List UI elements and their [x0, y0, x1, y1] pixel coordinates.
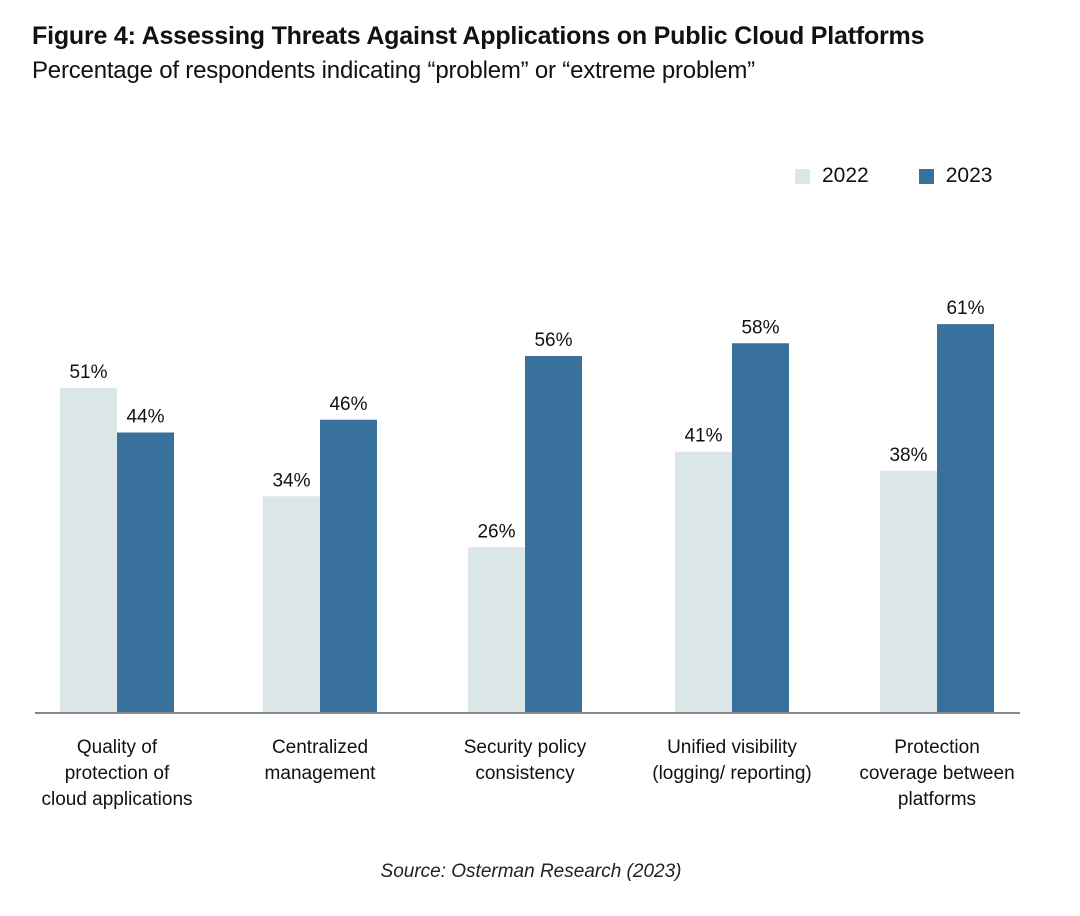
category-label-2-line-0: Security policy: [464, 737, 587, 758]
data-label-2023-3: 58%: [741, 317, 779, 338]
category-label-0-line-0: Quality of: [77, 737, 158, 758]
category-label-3-line-1: (logging/ reporting): [652, 763, 811, 784]
legend-label-2022: 2022: [822, 164, 869, 187]
data-label-2022-0: 51%: [69, 362, 107, 383]
legend-item-2023: 2023: [918, 164, 993, 188]
data-label-2022-3: 41%: [684, 426, 722, 447]
legend: 2022 2023: [795, 164, 992, 188]
bar-2023-2: [525, 356, 582, 713]
legend-label-2023: 2023: [945, 164, 993, 187]
category-label-2-line-1: consistency: [475, 763, 575, 784]
category-label-1-line-1: management: [265, 763, 377, 784]
bar-2022-4: [880, 470, 937, 713]
bar-2022-1: [263, 496, 320, 713]
legend-swatch-2022: [795, 168, 810, 184]
category-label-0-line-2: cloud applications: [41, 789, 192, 810]
category-label-4-line-1: coverage between: [859, 763, 1014, 784]
bar-2022-0: [60, 387, 117, 713]
legend-swatch-2023: [918, 168, 934, 184]
bar-2022-2: [468, 547, 525, 713]
source-note: Source: Osterman Research (2023): [380, 861, 682, 882]
category-label-0-line-1: protection of: [65, 763, 170, 784]
bar-2023-0: [117, 432, 174, 713]
data-label-2023-4: 61%: [946, 298, 984, 319]
data-label-2023-0: 44%: [126, 407, 164, 428]
legend-item-2022: 2022: [795, 164, 869, 188]
bar-2023-4: [937, 324, 994, 713]
data-label-2022-2: 26%: [477, 521, 515, 542]
chart-subtitle: Percentage of respondents indicating “pr…: [32, 57, 755, 84]
category-label-4-line-0: Protection: [894, 737, 980, 758]
category-label-4-line-2: platforms: [898, 789, 976, 810]
bar-2022-3: [675, 451, 732, 713]
bar-2023-1: [320, 419, 377, 713]
bar-2023-3: [732, 343, 789, 713]
data-label-2023-1: 46%: [329, 394, 367, 415]
data-label-2022-4: 38%: [889, 445, 927, 466]
data-label-2022-1: 34%: [272, 470, 310, 491]
chart-title: Figure 4: Assessing Threats Against Appl…: [32, 22, 925, 50]
category-label-1-line-0: Centralized: [272, 737, 368, 758]
data-label-2023-2: 56%: [534, 330, 572, 351]
category-label-3-line-0: Unified visibility: [667, 737, 797, 758]
